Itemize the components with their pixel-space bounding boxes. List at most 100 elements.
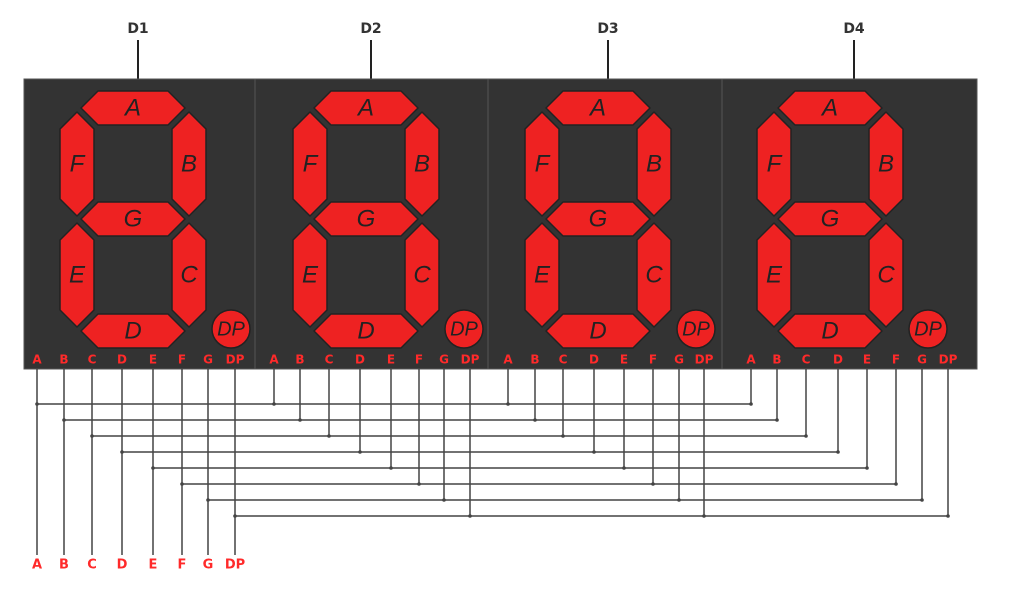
bottom-pin-label-7: DP [225, 558, 245, 573]
bottom-pin-label-4: E [149, 558, 158, 573]
digit3-segment-b-label: B [646, 150, 662, 177]
digit1-segment-b-label: B [181, 150, 197, 177]
digit1-segment-g [80, 201, 186, 237]
digit2-segment-b [404, 111, 440, 217]
bus-junction-d4-7 [946, 514, 950, 518]
digit4-segment-b [868, 111, 904, 217]
bus-junction-d1-1 [62, 418, 66, 422]
pin-label-d4-3: D [833, 353, 843, 367]
pin-label-d4-7: DP [939, 353, 958, 367]
pin-label-d1-1: B [59, 353, 68, 367]
pin-label-d4-0: A [746, 353, 756, 367]
digit4-segment-e [756, 222, 792, 328]
pin-label-d3-0: A [503, 353, 513, 367]
digit-label-1: D1 [127, 21, 148, 37]
bus-junction-d3-3 [592, 450, 596, 454]
digit3-segment-dp [676, 309, 716, 349]
pin-label-d4-1: B [772, 353, 781, 367]
digit4-segment-f-label: F [767, 150, 783, 177]
digit2-segment-f-label: F [303, 150, 319, 177]
bus-junction-d4-6 [920, 498, 924, 502]
digit4-segment-c [868, 222, 904, 328]
pin-label-d3-5: F [649, 353, 657, 367]
bus-junction-d3-2 [561, 434, 565, 438]
bus-junction-d2-3 [358, 450, 362, 454]
bus-junction-d1-6 [206, 498, 210, 502]
digit1-segment-d-label: D [124, 317, 141, 344]
pin-label-d2-5: F [415, 353, 423, 367]
digit3-segment-d-label: D [589, 317, 606, 344]
pin-label-d1-3: D [117, 353, 127, 367]
bus-junction-d1-2 [90, 434, 94, 438]
digit4-segment-b-label: B [878, 150, 894, 177]
pin-label-d2-4: E [387, 353, 395, 367]
digit-label-3: D3 [597, 21, 618, 37]
bus-junction-d4-1 [775, 418, 779, 422]
pin-label-d4-6: G [917, 353, 927, 367]
digit3-segment-f-label: F [535, 150, 551, 177]
digit-label-2: D2 [360, 21, 381, 37]
pin-label-d1-2: C [88, 353, 97, 367]
digit2-segment-e-label: E [302, 261, 319, 288]
digit1-segment-g-label: G [124, 205, 143, 232]
digit1-segment-b [171, 111, 207, 217]
digit4-segment-a [777, 90, 883, 126]
pin-label-d4-5: F [892, 353, 900, 367]
digit1-segment-c-label: C [180, 261, 198, 288]
bus-junction-d4-5 [894, 482, 898, 486]
digit1-segment-dp-label: DP [217, 318, 245, 340]
bottom-pin-label-6: G [203, 558, 214, 573]
bus-junction-d1-4 [151, 466, 155, 470]
bus-junction-d3-0 [506, 402, 510, 406]
digit1-segment-d [80, 313, 186, 349]
digit2-segment-b-label: B [414, 150, 430, 177]
digit2-segment-dp-label: DP [450, 318, 478, 340]
pin-label-d2-7: DP [461, 353, 480, 367]
pin-label-d2-0: A [269, 353, 279, 367]
bus-junction-d3-5 [651, 482, 655, 486]
pin-label-d3-4: E [620, 353, 628, 367]
bottom-pin-label-5: F [178, 558, 187, 573]
bus-junction-d3-4 [622, 466, 626, 470]
digit1-segment-f-label: F [70, 150, 86, 177]
bottom-pin-label-3: D [117, 558, 128, 573]
bus-junction-d4-3 [836, 450, 840, 454]
bus-junction-d2-5 [417, 482, 421, 486]
digit2-segment-a-label: A [356, 94, 374, 121]
digit4-segment-d [777, 313, 883, 349]
digit2-segment-a [313, 90, 419, 126]
digit4-segment-a-label: A [820, 94, 838, 121]
digit4-segment-dp [908, 309, 948, 349]
digit4-segment-g [777, 201, 883, 237]
bus-junction-d2-2 [327, 434, 331, 438]
pin-label-d2-1: B [295, 353, 304, 367]
bus-junction-d2-7 [468, 514, 472, 518]
pin-label-d1-6: G [203, 353, 213, 367]
pin-label-d4-4: E [863, 353, 871, 367]
bus-junction-d2-0 [272, 402, 276, 406]
digit3-segment-e-label: E [534, 261, 551, 288]
digit2-segment-f [292, 111, 328, 217]
pin-label-d2-2: C [325, 353, 334, 367]
pin-label-d1-4: E [149, 353, 157, 367]
pin-label-d1-0: A [32, 353, 42, 367]
digit4-segment-dp-label: DP [914, 318, 942, 340]
digit3-segment-f [524, 111, 560, 217]
pin-label-d3-7: DP [695, 353, 714, 367]
digit2-segment-d [313, 313, 419, 349]
digit3-segment-e [524, 222, 560, 328]
bottom-pin-label-0: A [32, 558, 42, 573]
pin-label-d2-6: G [439, 353, 449, 367]
digit3-segment-c-label: C [645, 261, 663, 288]
digit3-segment-g [545, 201, 651, 237]
bus-junction-d2-6 [442, 498, 446, 502]
bus-junction-d2-1 [298, 418, 302, 422]
bus-junction-d1-5 [180, 482, 184, 486]
bus-junction-d1-3 [120, 450, 124, 454]
digit2-segment-dp [444, 309, 484, 349]
bus-junction-d1-7 [233, 514, 237, 518]
digit1-segment-dp [211, 309, 251, 349]
bus-junction-d1-0 [35, 402, 39, 406]
